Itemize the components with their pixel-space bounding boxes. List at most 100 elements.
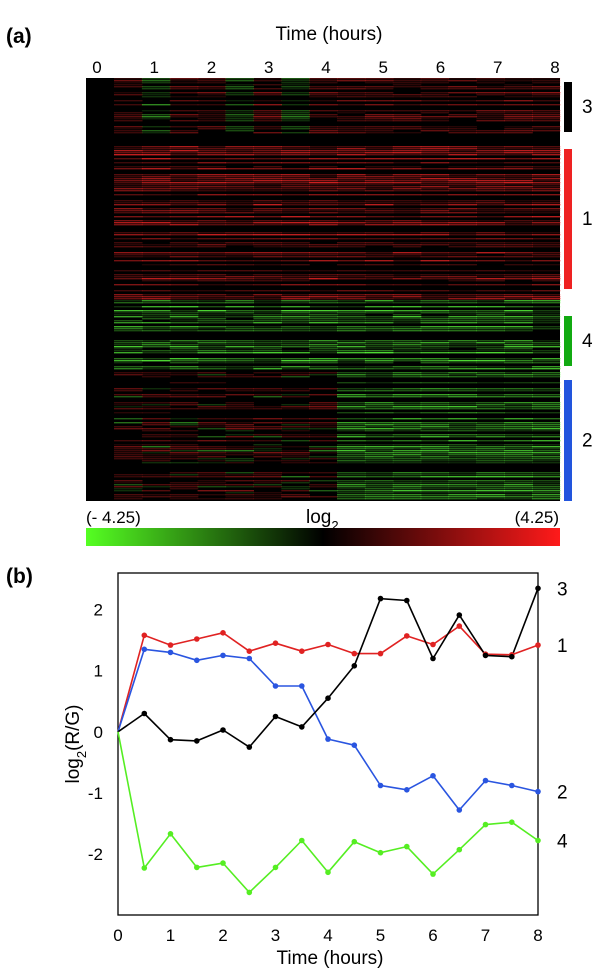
heatmap-cell <box>532 340 561 342</box>
heatmap-cell <box>114 458 143 460</box>
heatmap-cell <box>504 216 533 218</box>
heatmap-cell <box>448 374 477 376</box>
heatmap-cell <box>476 488 505 490</box>
heatmap-cell <box>141 246 171 248</box>
heatmap-cell <box>114 284 143 286</box>
heatmap-cell <box>309 358 338 360</box>
heatmap-cell <box>392 306 422 308</box>
heatmap-cell <box>337 330 366 332</box>
heatmap-cell <box>141 224 171 226</box>
heatmap-cell <box>420 238 450 240</box>
heatmap-cell <box>225 100 254 102</box>
heatmap-cell <box>364 256 394 258</box>
heatmap-cell <box>476 402 505 404</box>
heatmap-cell <box>364 436 394 438</box>
heatmap-cell <box>169 244 199 246</box>
point-series-2 <box>482 777 489 784</box>
cluster-label-3: 3 <box>582 97 593 118</box>
heatmap-cell <box>225 188 254 190</box>
heatmap-cell <box>476 492 505 494</box>
heatmap-cell <box>114 440 143 442</box>
heatmap-cell <box>281 490 310 492</box>
heatmap-cell <box>476 100 505 102</box>
heatmap-cell <box>532 208 561 210</box>
heatmap-cell <box>420 110 450 112</box>
heatmap-cell <box>476 428 505 430</box>
heatmap-cell <box>141 178 171 180</box>
heatmap-cell <box>197 284 227 286</box>
heatmap-cell <box>281 176 310 178</box>
heatmap-cell <box>253 494 282 496</box>
colorbar-title: log2 <box>306 507 339 533</box>
heatmap-cell <box>532 94 561 96</box>
heatmap-cell <box>392 210 422 212</box>
heatmap-cell <box>392 190 422 192</box>
heatmap-cell <box>364 484 394 486</box>
heatmap-cell <box>504 84 533 86</box>
heatmap-cell <box>309 82 338 84</box>
heatmap-cell <box>476 344 505 346</box>
heatmap-cell <box>504 314 533 316</box>
heatmap-cell <box>197 278 227 280</box>
heatmap-cell <box>281 276 310 278</box>
heatmap-cell <box>169 368 199 370</box>
heatmap-cell <box>253 166 282 168</box>
heatmap-cell <box>281 146 310 148</box>
heatmap-cell <box>225 404 254 406</box>
heatmap-cell <box>141 496 171 498</box>
heatmap-cell <box>392 238 422 240</box>
heatmap-cell <box>225 234 254 236</box>
heatmap-cell <box>532 344 561 346</box>
heatmap-cell <box>197 232 227 234</box>
heatmap-cell <box>420 424 450 426</box>
heatmap-cell <box>225 110 254 112</box>
heatmap-cell <box>281 86 310 88</box>
heatmap-cell <box>476 358 505 360</box>
point-series-3 <box>325 695 331 701</box>
heatmap-cell <box>420 274 450 276</box>
heatmap-cell <box>141 176 171 178</box>
heatmap-cell <box>141 298 171 300</box>
heatmap-cell <box>309 78 338 80</box>
heatmap-cell <box>392 310 422 312</box>
heatmap-cell <box>532 186 561 188</box>
heatmap-cell <box>448 340 477 342</box>
heatmap-cell <box>532 100 561 102</box>
heatmap-cell <box>225 112 254 114</box>
heatmap-cell <box>197 342 227 344</box>
heatmap-cell <box>309 178 338 180</box>
heatmap-cell <box>197 388 227 390</box>
heatmap-cell <box>504 358 533 360</box>
heatmap-cell <box>141 328 171 330</box>
heatmap-cell <box>225 104 254 106</box>
heatmap-cell <box>532 426 561 428</box>
heatmap-cell <box>448 234 477 236</box>
heatmap-cell <box>337 152 366 154</box>
heatmap-cell <box>337 434 366 436</box>
heatmap-cell <box>114 290 143 292</box>
heatmap-cell <box>532 350 561 352</box>
heatmap-cell <box>309 458 338 460</box>
heatmap-cell <box>225 194 254 196</box>
heatmap-cell <box>392 126 422 128</box>
heatmap-cell <box>281 120 310 122</box>
heatmap-cell <box>420 96 450 98</box>
heatmap-cell <box>197 220 227 222</box>
heatmap-cell <box>281 244 310 246</box>
heatmap-cell <box>309 150 338 152</box>
heatmap-cell <box>169 366 199 368</box>
heatmap-cell <box>420 494 450 496</box>
heatmap-cell <box>169 316 199 318</box>
heatmap-cell <box>253 482 282 484</box>
heatmap-cell <box>420 112 450 114</box>
heatmap-cell <box>197 264 227 266</box>
heatmap-cell <box>309 486 338 488</box>
heatmap-cell <box>141 436 171 438</box>
heatmap-x-tick: 6 <box>436 58 445 77</box>
heatmap-cell <box>364 316 394 318</box>
heatmap-cell <box>364 476 394 478</box>
heatmap-cell <box>197 448 227 450</box>
heatmap-cell <box>364 482 394 484</box>
heatmap-cell <box>169 180 199 182</box>
heatmap-cell <box>337 346 366 348</box>
